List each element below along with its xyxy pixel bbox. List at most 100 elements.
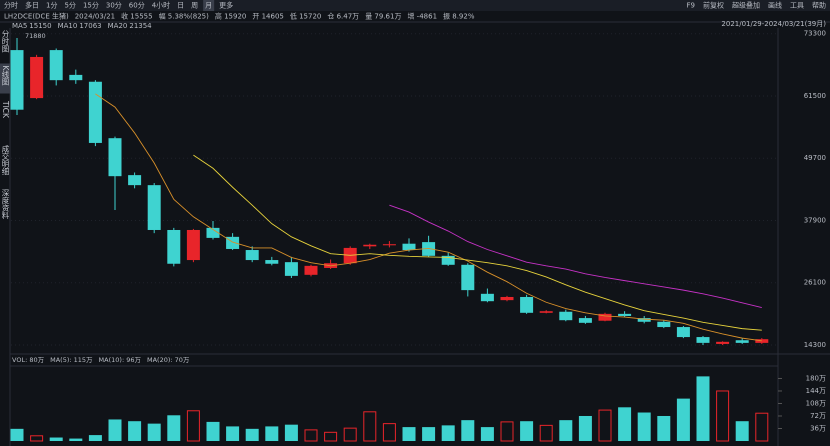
- ma-legend-name: MA10: [58, 22, 78, 30]
- volume-legend: MA(5): 115万: [50, 356, 93, 364]
- candle-body: [539, 311, 553, 313]
- toolbar-tab[interactable]: 60分: [129, 1, 145, 10]
- volume-bar: [441, 425, 455, 441]
- ma-legend-name: MA20: [108, 22, 128, 30]
- candle-body: [245, 250, 259, 261]
- candle-body: [735, 340, 749, 343]
- y-tick-label: 14300: [804, 341, 826, 349]
- volume-bar: [167, 415, 181, 441]
- toolbar-button[interactable]: 帮助: [812, 1, 826, 10]
- volume-tick-label: 36万: [810, 424, 826, 432]
- volume-tick-label: 108万: [806, 399, 826, 407]
- candle-body: [49, 50, 63, 81]
- y-tick-label: 73300: [804, 30, 826, 38]
- toolbar-tab[interactable]: 5分: [64, 1, 75, 10]
- volume-bar: [520, 421, 534, 441]
- volume-bar: [402, 427, 416, 441]
- toolbar-button[interactable]: 前复权: [703, 1, 724, 10]
- quote-item: 量 79.61万: [365, 13, 401, 21]
- toolbar-tab[interactable]: 更多: [219, 1, 233, 10]
- quote-item: 仓 6.47万: [327, 12, 359, 21]
- candle-body: [363, 244, 377, 247]
- toolbar-tab[interactable]: 周: [191, 2, 198, 10]
- candle-body: [657, 321, 671, 328]
- candle-body: [716, 341, 730, 344]
- candle-body: [265, 260, 279, 264]
- candle-body: [461, 264, 475, 291]
- toolbar-button[interactable]: 工具: [790, 2, 804, 10]
- quote-item: 低 15720: [290, 12, 322, 21]
- volume-bar: [735, 421, 749, 441]
- toolbar-button[interactable]: F9: [687, 2, 695, 10]
- volume-bar: [108, 419, 122, 441]
- max-annotation: 71880: [25, 32, 46, 40]
- quote-item: 开 14605: [252, 13, 284, 21]
- volume-bar: [88, 435, 102, 441]
- quote-item: 振 8.92%: [443, 12, 475, 21]
- candle-body: [676, 327, 690, 338]
- quote-item: LH2DCE(DCE 生猪): [4, 12, 69, 21]
- quote-item: 幅 5.38%(825): [159, 12, 210, 21]
- candle-body: [10, 50, 24, 110]
- side-tab[interactable]: 深度资料: [1, 189, 10, 221]
- volume-bar: [245, 428, 259, 441]
- side-tab[interactable]: 分时图: [1, 30, 10, 54]
- volume-bar: [676, 398, 690, 441]
- candle-body: [108, 138, 122, 177]
- volume-bar: [147, 423, 161, 441]
- volume-tick-label: 72万: [810, 412, 826, 420]
- volume-bar: [500, 421, 514, 442]
- side-tab[interactable]: K线图: [1, 66, 10, 87]
- volume-bar: [128, 421, 142, 441]
- candle-body: [559, 311, 573, 321]
- candle-body: [696, 337, 710, 343]
- volume-bar: [637, 412, 651, 441]
- toolbar-button[interactable]: 画线: [768, 1, 782, 10]
- candle-body: [520, 296, 534, 313]
- candle-body: [402, 243, 416, 251]
- volume-bar: [382, 423, 396, 442]
- volume-bar: [49, 437, 63, 441]
- candle-body: [186, 229, 200, 261]
- quote-item: 高 15920: [215, 12, 247, 21]
- volume-bar: [716, 390, 730, 442]
- active-side-tab: [0, 63, 10, 94]
- toolbar-tab[interactable]: 15分: [83, 1, 99, 10]
- toolbar-tab[interactable]: 30分: [106, 1, 122, 10]
- volume-bar: [343, 427, 357, 442]
- side-tab[interactable]: TICK: [1, 100, 10, 119]
- toolbar-tab[interactable]: 1分: [46, 1, 57, 10]
- side-tab[interactable]: 成交明细: [1, 144, 10, 177]
- volume-bar: [657, 415, 671, 441]
- volume-bar: [578, 415, 592, 441]
- candle-body: [441, 255, 455, 265]
- candle-body: [69, 74, 83, 81]
- active-tab: [203, 0, 215, 11]
- candle-body: [30, 56, 44, 99]
- candle-body: [755, 339, 769, 343]
- volume-legend: MA(20): 70万: [147, 356, 190, 364]
- toolbar-tab[interactable]: 日: [177, 2, 184, 10]
- candle-body: [167, 229, 181, 264]
- toolbar-tab[interactable]: 多日: [25, 1, 39, 10]
- date-range: 2021/01/29-2024/03/21(39月): [721, 20, 826, 28]
- toolbar-tab[interactable]: 月: [205, 2, 212, 10]
- volume-bar: [480, 427, 494, 441]
- toolbar-tab[interactable]: 4小时: [152, 1, 170, 10]
- candle-body: [500, 296, 514, 301]
- toolbar-button[interactable]: 超级叠加: [732, 1, 760, 10]
- volume-bar: [186, 410, 200, 442]
- candle-body: [422, 242, 436, 256]
- volume-bar: [324, 431, 338, 442]
- candle-body: [88, 81, 102, 143]
- candle-body: [206, 227, 220, 238]
- ma-line: [193, 154, 762, 331]
- quote-item: 增 -4861: [407, 12, 437, 21]
- volume-bar: [461, 420, 475, 441]
- volume-bar: [30, 435, 44, 442]
- quote-item: 收 15555: [121, 12, 153, 21]
- ma-line: [95, 93, 762, 342]
- toolbar-tab[interactable]: 分时: [4, 1, 18, 10]
- ma-legend-name: MA5: [12, 22, 27, 30]
